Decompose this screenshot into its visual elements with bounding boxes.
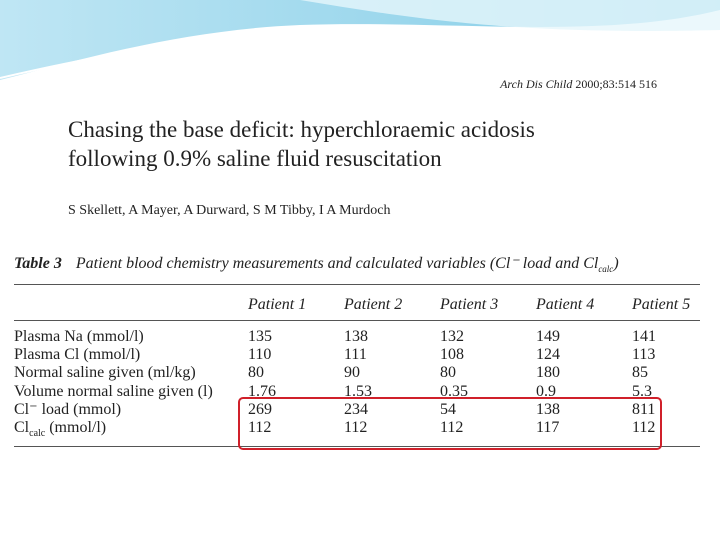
caption-end: ): [613, 255, 619, 272]
caption-text: Patient blood chemistry measurements and…: [75, 255, 599, 272]
title-line: following 0.9% saline fluid resuscitatio…: [68, 146, 442, 171]
row-label: Clcalc (mmol/l): [14, 419, 106, 443]
cell-value: 234: [344, 400, 368, 418]
row-label: Plasma Cl (mmol/l): [14, 346, 140, 364]
cell-value: 112: [440, 419, 464, 436]
caption-label: Table 3: [14, 255, 62, 272]
label-unit: (mmol/l): [45, 419, 107, 436]
cell-value: 112: [344, 419, 368, 436]
cell-value: 112: [248, 419, 272, 436]
volume: 2000;83:514 516: [575, 77, 657, 91]
cell-value: 138: [344, 328, 368, 345]
cell-value: 111: [344, 346, 367, 364]
cell-value: 141: [632, 328, 656, 345]
highlight-box: [238, 397, 662, 450]
wave-line: [0, 29, 331, 79]
cell-value: 811: [632, 400, 656, 418]
cell-value: 112: [632, 419, 656, 436]
cell-value: 110: [248, 346, 272, 364]
label-text: Cl: [14, 419, 30, 436]
cell-value: 269: [248, 400, 272, 418]
rule: [14, 446, 700, 447]
citation: Arch Dis Child 2000;83:514 516: [500, 77, 657, 92]
row-label: Volume normal saline given (l): [14, 383, 213, 401]
cell-value: 0.9: [536, 382, 556, 400]
cell-value: 149: [536, 328, 560, 345]
cell-value: 124: [536, 346, 560, 364]
cell-value: 1.53: [344, 382, 372, 400]
cell-value: 0.35: [440, 382, 468, 400]
wave: [300, 0, 720, 31]
paper-header: Arch Dis Child 2000;83:514 516 Chasing t…: [60, 68, 685, 240]
cell-value: 90: [344, 364, 360, 382]
paper-title: Chasing the base deficit: hyperchloraemi…: [68, 115, 535, 173]
row-label: Normal saline given (ml/kg): [14, 364, 196, 382]
cell-value: 138: [536, 400, 560, 418]
label-text: Plasma Na (mmol/l): [14, 328, 144, 345]
table-caption: Table 3 Patient blood chemistry measureme…: [14, 253, 619, 274]
cell-value: 108: [440, 346, 464, 364]
column-header: Patient 3: [440, 296, 499, 313]
column-header: Patient 1: [248, 296, 307, 313]
label-sub: calc: [29, 428, 46, 440]
cell-value: 54: [440, 400, 456, 418]
row-label: Cl⁻ load (mmol): [14, 401, 121, 419]
journal: Arch Dis Child: [500, 77, 573, 91]
label-text: Normal saline given (ml/kg): [14, 364, 196, 382]
column-header: Patient 2: [344, 296, 403, 313]
cell-value: 85: [632, 364, 648, 382]
column-header: Patient 4: [536, 296, 595, 313]
cell-value: 135: [248, 328, 272, 345]
cell-value: 80: [248, 364, 264, 382]
label-text: Volume normal saline given (l): [14, 382, 213, 400]
decoration: [0, 0, 720, 80]
cell-value: 132: [440, 328, 464, 345]
label-text: Cl⁻ load (mmol): [14, 400, 122, 418]
table: Table 3 Patient blood chemistry measureme…: [10, 244, 700, 454]
rule: [14, 320, 700, 321]
row-label: Plasma Na (mmol/l): [14, 328, 144, 346]
title-line: Chasing the base deficit: hyperchloraemi…: [68, 117, 535, 142]
cell-value: 180: [536, 364, 560, 382]
cell-value: 117: [536, 419, 560, 436]
authors: S Skellett, A Mayer, A Durward, S M Tibb…: [68, 203, 391, 218]
column-header: Patient 5: [632, 296, 691, 313]
cell-value: 80: [440, 364, 456, 382]
caption-sub: calc: [598, 264, 614, 275]
cell-value: 5.3: [632, 382, 652, 400]
label-text: Plasma Cl (mmol/l): [14, 346, 141, 364]
cell-value: 1.76: [248, 382, 276, 400]
cell-value: 113: [632, 346, 656, 364]
rule: [14, 284, 700, 285]
